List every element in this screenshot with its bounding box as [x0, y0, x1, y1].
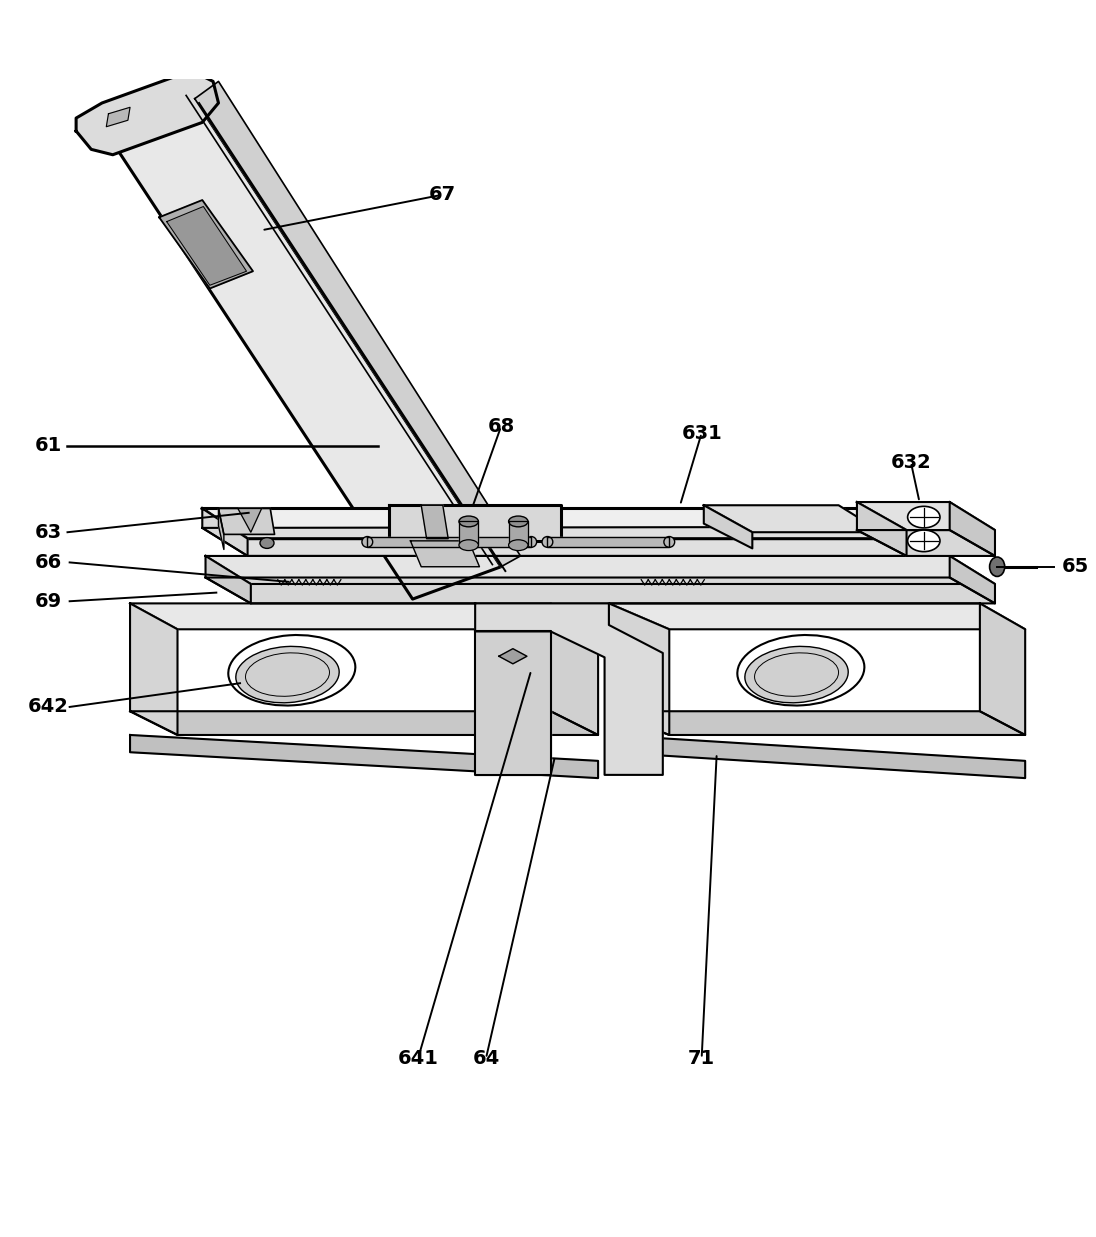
Ellipse shape — [459, 516, 478, 527]
Polygon shape — [980, 604, 1025, 735]
Polygon shape — [609, 604, 1025, 630]
Ellipse shape — [526, 537, 537, 547]
Polygon shape — [421, 505, 448, 538]
Polygon shape — [410, 541, 479, 567]
Ellipse shape — [509, 516, 528, 527]
Ellipse shape — [990, 557, 1005, 576]
Polygon shape — [857, 531, 995, 555]
Text: 641: 641 — [398, 1049, 438, 1068]
Polygon shape — [106, 108, 130, 126]
Polygon shape — [206, 578, 995, 604]
Polygon shape — [203, 527, 986, 555]
Polygon shape — [130, 735, 598, 778]
Polygon shape — [105, 99, 501, 599]
Polygon shape — [203, 508, 248, 555]
Polygon shape — [238, 508, 262, 532]
Ellipse shape — [907, 531, 940, 552]
Polygon shape — [609, 604, 670, 735]
Polygon shape — [704, 505, 752, 548]
Polygon shape — [950, 502, 995, 555]
Polygon shape — [130, 711, 598, 735]
Ellipse shape — [907, 506, 940, 528]
Polygon shape — [857, 502, 995, 531]
Text: 68: 68 — [488, 417, 515, 435]
Polygon shape — [547, 537, 670, 547]
Polygon shape — [609, 711, 1025, 735]
Polygon shape — [367, 537, 532, 547]
Text: 631: 631 — [682, 423, 722, 443]
Polygon shape — [218, 508, 224, 549]
Polygon shape — [203, 508, 986, 538]
Ellipse shape — [260, 538, 274, 548]
Ellipse shape — [509, 539, 528, 550]
Polygon shape — [130, 604, 178, 735]
Text: 642: 642 — [27, 698, 69, 716]
Polygon shape — [550, 604, 598, 735]
Polygon shape — [195, 82, 521, 567]
Text: 69: 69 — [34, 591, 61, 611]
Polygon shape — [941, 508, 986, 555]
Polygon shape — [476, 631, 550, 774]
Text: 61: 61 — [34, 437, 61, 455]
Polygon shape — [206, 555, 995, 584]
Ellipse shape — [228, 635, 355, 705]
Text: 632: 632 — [890, 453, 932, 471]
Polygon shape — [218, 508, 275, 534]
Text: 64: 64 — [472, 1049, 500, 1068]
Text: 66: 66 — [34, 553, 61, 571]
Ellipse shape — [362, 537, 373, 547]
Text: 63: 63 — [34, 523, 61, 542]
Ellipse shape — [236, 647, 339, 703]
Polygon shape — [76, 71, 218, 155]
Polygon shape — [509, 522, 528, 546]
Polygon shape — [476, 604, 663, 774]
Text: 67: 67 — [430, 186, 456, 204]
Polygon shape — [130, 604, 598, 630]
Polygon shape — [499, 648, 527, 664]
Text: 71: 71 — [688, 1049, 716, 1068]
Polygon shape — [206, 555, 251, 604]
Polygon shape — [159, 200, 253, 288]
Ellipse shape — [738, 635, 865, 705]
Ellipse shape — [664, 537, 675, 547]
Text: 65: 65 — [1062, 557, 1089, 576]
Ellipse shape — [745, 647, 848, 703]
Polygon shape — [167, 207, 247, 286]
Polygon shape — [609, 735, 1025, 778]
Polygon shape — [950, 555, 995, 604]
Polygon shape — [389, 505, 561, 541]
Polygon shape — [857, 502, 906, 555]
Ellipse shape — [543, 537, 552, 547]
Ellipse shape — [459, 539, 478, 550]
Polygon shape — [704, 505, 882, 532]
Polygon shape — [459, 522, 478, 546]
